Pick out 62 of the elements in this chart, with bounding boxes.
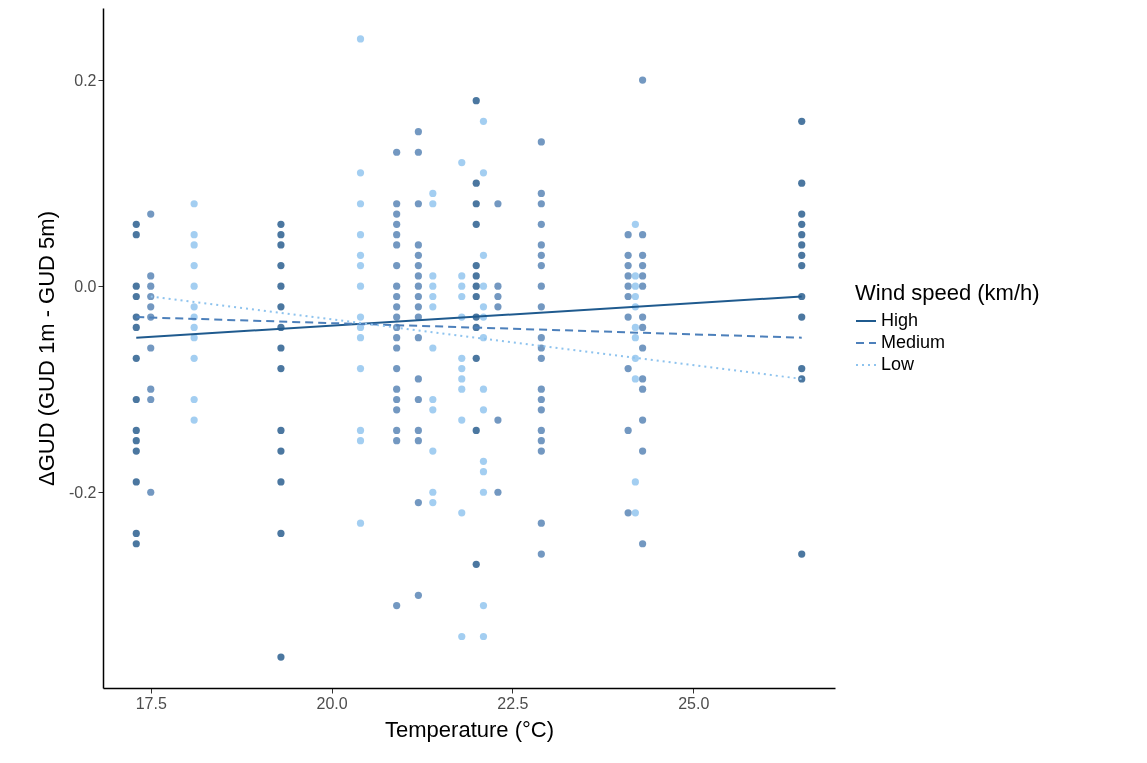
legend-label: Low [881,354,916,374]
point [277,220,285,228]
point [277,653,285,661]
point [798,375,806,383]
point [798,231,806,239]
y-tick-label: 0.0 [74,277,97,295]
point [472,200,480,208]
point [798,117,806,125]
point [472,560,480,568]
point [472,354,480,362]
point [798,365,806,373]
point [132,478,140,486]
point [798,261,806,270]
point [277,426,285,435]
point [472,272,480,280]
point [277,261,285,270]
point [798,241,806,249]
legend-title: Wind speed (km/h) [855,280,1040,305]
point [132,395,140,404]
legend-label: High [881,310,919,330]
point [798,220,806,228]
point [132,426,140,435]
y-axis-title: ΔGUD (GUD 1m - GUD 5m) [33,210,59,487]
x-tick-label: 20.0 [316,694,348,712]
x-tick-label: 22.5 [497,694,529,712]
point [277,303,285,311]
point [277,344,285,352]
point [472,282,480,290]
point [472,97,480,105]
point [472,261,480,270]
point [798,179,806,187]
point [277,478,285,486]
point [277,231,285,239]
point [798,251,806,259]
point [472,426,480,435]
point [132,437,140,445]
point [132,292,140,301]
point [132,447,140,455]
point [798,313,806,321]
point [132,282,140,290]
y-tick-label: -0.2 [68,483,97,501]
point [132,540,140,548]
point [132,529,140,538]
point [472,179,480,187]
point [277,529,285,538]
point [132,220,140,228]
point [132,323,140,331]
legend-label: Medium [881,332,946,352]
point [277,241,285,249]
y-tick-label: 0.2 [74,71,97,89]
point [798,210,806,218]
point [277,447,285,455]
point [277,365,285,373]
point [277,282,285,290]
point [132,354,140,362]
x-axis-title: Temperature (°C) [385,716,554,742]
point [472,220,480,228]
x-tick-label: 17.5 [135,694,167,712]
point [798,550,806,558]
point [132,231,140,239]
point [472,292,480,301]
x-tick-label: 25.0 [678,694,710,712]
